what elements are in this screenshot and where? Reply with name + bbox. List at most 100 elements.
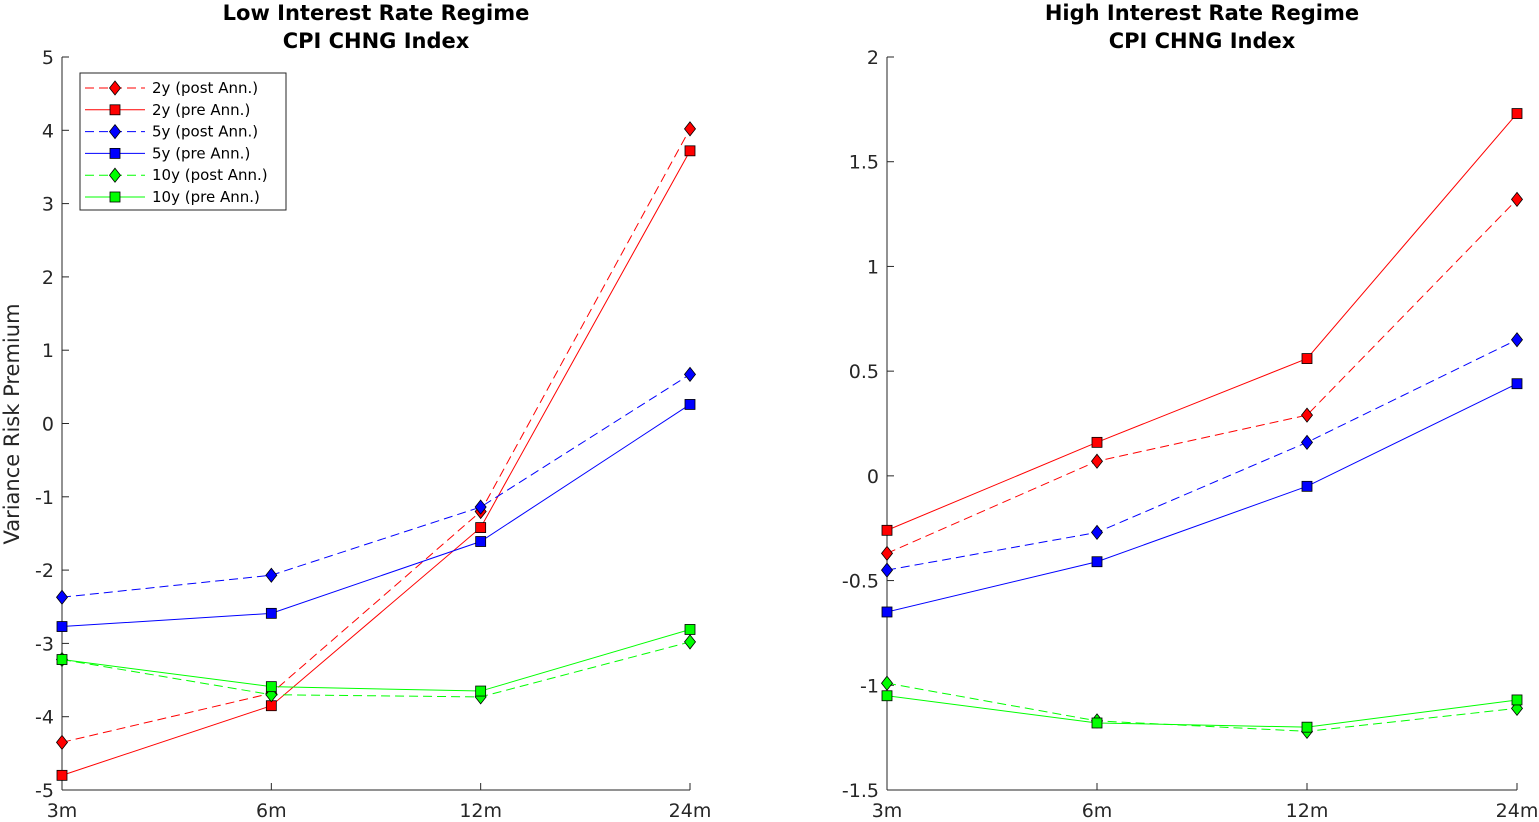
left-ytick-label: -3 <box>35 633 54 655</box>
left-data-point <box>475 685 487 697</box>
legend-marker <box>108 80 122 96</box>
left-data-point <box>56 769 68 781</box>
right-xtick-label: 6m <box>1082 800 1113 822</box>
left-series-line <box>61 150 691 776</box>
right-data-point <box>1301 721 1313 733</box>
right-series-5 <box>881 690 1523 733</box>
left-ytick-label: 5 <box>42 47 54 69</box>
right-series-group <box>880 108 1524 740</box>
legend-marker <box>109 191 121 203</box>
left-series-line <box>61 404 691 628</box>
left-data-point <box>684 624 696 635</box>
left-series-0 <box>55 121 697 751</box>
right-series-1 <box>881 108 1523 536</box>
left-x-ticks: 3m 6m 12m 24m <box>47 783 712 822</box>
legend-label: 10y (post Ann.) <box>152 166 268 184</box>
right-data-point <box>1510 332 1524 348</box>
left-xtick-label: 24m <box>669 800 712 822</box>
right-data-point <box>1510 191 1524 208</box>
right-x-ticks: 3m 6m 12m 24m <box>872 783 1539 822</box>
left-series-5 <box>56 624 696 697</box>
right-ytick-label: 2 <box>867 47 879 69</box>
right-data-point <box>1511 108 1523 119</box>
right-series-line <box>886 695 1518 728</box>
left-data-point <box>475 536 487 547</box>
left-series-4 <box>55 634 697 705</box>
right-data-point <box>1090 524 1104 541</box>
left-data-point <box>56 654 68 665</box>
right-xtick-label: 24m <box>1496 800 1539 822</box>
right-y-ticks: -1.5 -1 -0.5 0 0.5 1 1.5 2 <box>842 47 894 802</box>
right-ytick-label: 0 <box>867 466 879 488</box>
legend-label: 2y (pre Ann.) <box>152 101 250 119</box>
legend: 2y (post Ann.) 2y (pre Ann.) 5y (post Ann.… <box>79 72 287 211</box>
right-data-point <box>1091 717 1103 729</box>
right-series-line <box>886 339 1518 571</box>
left-title-line2: CPI CHNG Index <box>283 29 470 53</box>
left-series-2 <box>55 366 697 605</box>
left-series-line <box>61 641 691 698</box>
right-xtick-label: 3m <box>872 800 903 822</box>
legend-entry: 10y (pre Ann.) <box>85 188 260 206</box>
left-data-point <box>265 567 278 583</box>
legend-label: 5y (post Ann.) <box>152 123 258 141</box>
left-ytick-label: -1 <box>35 487 54 509</box>
left-ytick-label: 0 <box>42 414 54 436</box>
left-data-point <box>475 522 487 533</box>
right-xtick-label: 12m <box>1286 800 1329 822</box>
legend-entries: 2y (post Ann.) 2y (pre Ann.) 5y (post Ann.… <box>85 79 268 206</box>
left-xtick-label: 12m <box>459 800 502 822</box>
legend-box <box>79 72 287 211</box>
right-ytick-label: 0.5 <box>849 361 879 383</box>
right-series-line <box>886 113 1518 531</box>
right-series-3 <box>881 378 1523 618</box>
right-series-0 <box>880 191 1524 561</box>
left-series-1 <box>56 145 696 781</box>
left-xtick-label: 3m <box>47 800 78 822</box>
right-data-point <box>881 690 893 702</box>
right-data-point <box>881 606 893 618</box>
left-data-point <box>265 607 277 619</box>
right-ytick-label: -1.5 <box>842 780 879 802</box>
legend-marker <box>109 104 121 116</box>
legend-entry: 10y (post Ann.) <box>85 166 268 184</box>
left-data-point <box>683 121 697 137</box>
right-series-2 <box>880 332 1524 578</box>
left-series-line <box>61 373 691 598</box>
left-data-point <box>684 399 696 410</box>
right-data-point <box>1511 378 1523 390</box>
right-data-point <box>881 524 893 536</box>
left-series-line <box>61 628 691 692</box>
left-ytick-label: -4 <box>35 707 54 729</box>
left-data-point <box>683 366 697 383</box>
right-ytick-label: 1 <box>867 256 879 278</box>
right-series-line <box>886 383 1518 613</box>
right-data-point <box>1301 353 1313 364</box>
left-series-line <box>61 128 691 743</box>
right-data-point <box>1511 694 1523 706</box>
legend-entry: 5y (pre Ann.) <box>85 144 250 162</box>
left-series-group <box>55 121 697 781</box>
right-data-point <box>1091 436 1103 448</box>
right-data-point <box>1301 480 1313 492</box>
left-series-3 <box>56 399 696 632</box>
legend-marker <box>108 123 122 140</box>
left-ylabel: Variance Risk Premium <box>0 303 24 544</box>
legend-label: 5y (pre Ann.) <box>152 144 250 162</box>
right-data-point <box>1300 434 1314 450</box>
legend-label: 2y (post Ann.) <box>152 79 258 97</box>
left-xtick-label: 6m <box>256 800 287 822</box>
left-ytick-label: 2 <box>42 267 54 289</box>
right-title-line2: CPI CHNG Index <box>1109 29 1296 53</box>
legend-marker <box>108 167 122 183</box>
right-data-point <box>1300 407 1314 423</box>
legend-entry: 5y (post Ann.) <box>85 123 258 141</box>
right-ytick-label: -1 <box>860 675 879 697</box>
right-series-line <box>886 682 1518 732</box>
left-data-point <box>265 681 277 693</box>
legend-entry: 2y (pre Ann.) <box>85 101 250 119</box>
left-ytick-label: 1 <box>42 340 54 362</box>
left-ytick-label: -5 <box>35 780 54 802</box>
right-data-point <box>880 545 894 561</box>
left-data-point <box>683 634 697 650</box>
